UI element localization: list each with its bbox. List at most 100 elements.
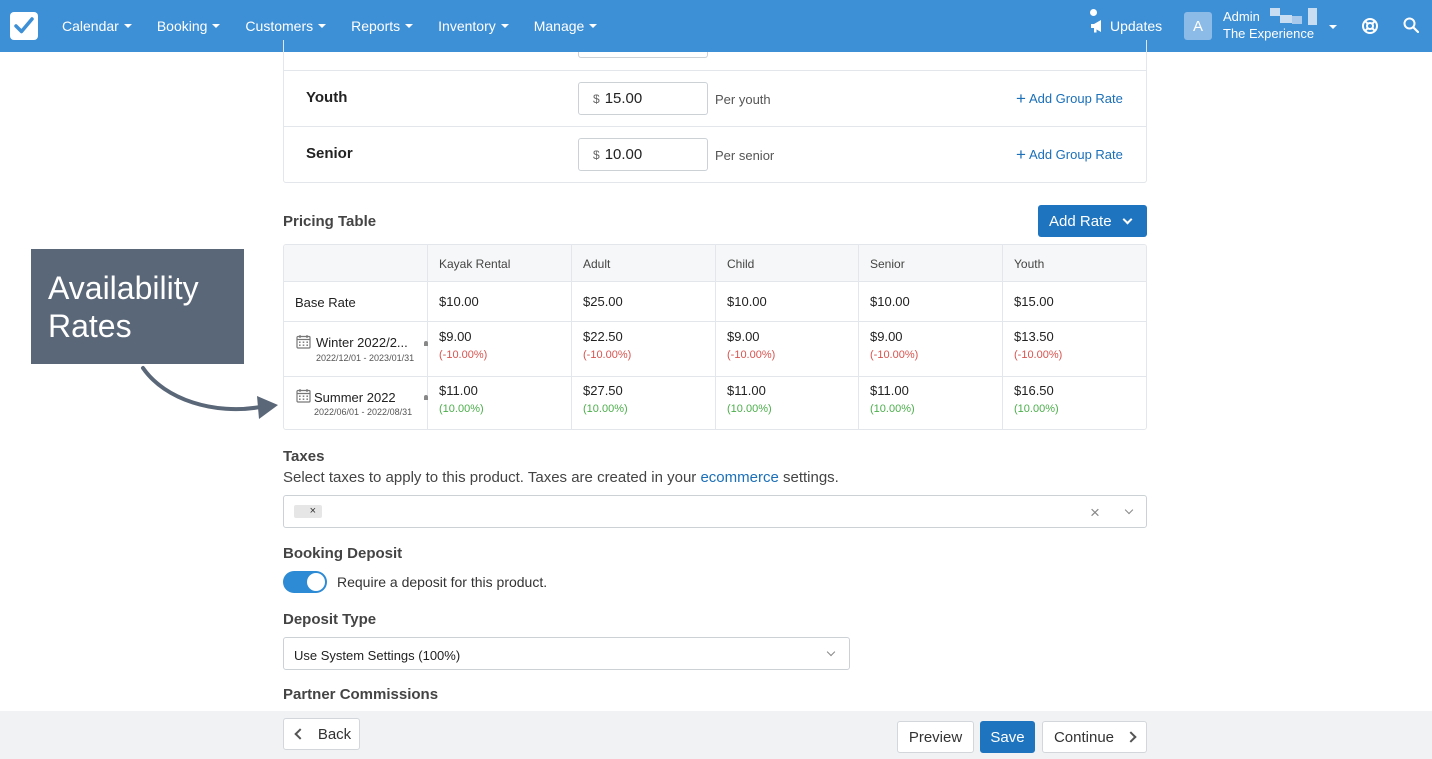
rate-name: Youth — [306, 89, 348, 106]
column-header-kayak-rental: Kayak Rental — [439, 257, 511, 271]
save-button[interactable]: Save — [980, 721, 1035, 753]
deposit-toggle-label: Require a deposit for this product. — [337, 574, 548, 590]
main-nav: Calendar Booking Customers Reports Inven… — [62, 18, 622, 34]
season-rate-cell: $11.00 — [727, 383, 766, 398]
currency-symbol: $ — [593, 91, 600, 106]
user-role: Admin — [1223, 9, 1260, 24]
continue-button[interactable]: Continue — [1042, 721, 1147, 753]
season-rate-cell: $16.50 — [1014, 383, 1054, 398]
deposit-toggle[interactable] — [283, 571, 327, 593]
ecommerce-link[interactable]: ecommerce — [700, 469, 779, 486]
per-unit-label: Per senior — [715, 148, 775, 163]
percent-change: (-10.00%) — [1014, 349, 1063, 361]
nav-reports[interactable]: Reports — [351, 18, 414, 34]
caret-down-icon — [405, 24, 414, 28]
base-rate-cell: $25.00 — [583, 294, 623, 309]
add-group-rate-link[interactable]: + Add Group Rate — [1016, 144, 1123, 164]
nav-customers[interactable]: Customers — [245, 18, 327, 34]
caret-down-icon — [212, 24, 221, 28]
calendar-icon — [296, 389, 311, 403]
updates-button[interactable]: Updates — [1090, 0, 1162, 52]
deposit-type-select[interactable]: Use System Settings (100%) — [283, 637, 850, 670]
redacted-username — [1270, 8, 1318, 26]
base-rate-cell: $10.00 — [727, 294, 767, 309]
user-menu[interactable]: Admin The Experience — [1223, 8, 1314, 42]
season-rate-cell: $22.50 — [583, 329, 623, 344]
tag-remove-icon[interactable]: × — [309, 505, 316, 517]
nav-inventory[interactable]: Inventory — [438, 18, 509, 34]
price-value: 15.00 — [604, 90, 643, 107]
percent-change: (-10.00%) — [727, 349, 776, 361]
search-icon[interactable] — [1403, 17, 1419, 33]
notification-dot-icon — [1090, 9, 1097, 16]
nav-calendar[interactable]: Calendar — [62, 18, 132, 34]
base-rate-cell: $10.00 — [870, 294, 910, 309]
previous-rate-input[interactable] — [578, 52, 708, 58]
chevron-right-icon — [1125, 731, 1137, 743]
taxes-description: Select taxes to apply to this product. T… — [283, 469, 839, 486]
base-rate-label: Base Rate — [295, 295, 356, 310]
company-name: The Experience — [1223, 26, 1315, 41]
caret-down-icon — [500, 24, 509, 28]
nav-booking[interactable]: Booking — [157, 18, 221, 34]
base-rate-cell: $15.00 — [1014, 294, 1054, 309]
youth-price-input[interactable]: $ 15.00 — [578, 82, 708, 115]
percent-change: (-10.00%) — [870, 349, 919, 361]
base-rate-cell: $10.00 — [439, 294, 479, 309]
rate-name: Senior — [306, 145, 353, 162]
chevron-down-icon — [826, 647, 836, 657]
season-rate-cell: $27.50 — [583, 383, 623, 398]
column-header-senior: Senior — [870, 257, 905, 271]
taxes-title: Taxes — [283, 448, 325, 465]
user-caret-icon[interactable] — [1329, 25, 1337, 29]
percent-change: (-10.00%) — [439, 349, 488, 361]
help-lifebuoy-icon[interactable] — [1361, 17, 1379, 35]
avatar[interactable]: A — [1184, 12, 1212, 40]
senior-price-input[interactable]: $ 10.00 — [578, 138, 708, 171]
availability-rates-callout: Availability Rates — [31, 249, 244, 364]
season-rate-cell: $11.00 — [870, 383, 909, 398]
rate-row-youth: Youth $ 15.00 Per youth + Add Group Rate — [284, 70, 1146, 126]
season-date-range: 2022/06/01 - 2022/08/31 — [314, 407, 413, 417]
column-header-youth: Youth — [1014, 257, 1045, 271]
nav-manage[interactable]: Manage — [534, 18, 598, 34]
price-value: 10.00 — [604, 146, 643, 163]
caret-down-icon — [589, 24, 598, 28]
checkmark-logo-icon[interactable] — [10, 12, 38, 40]
add-rate-button[interactable]: Add Rate — [1038, 205, 1147, 237]
tax-tag: × — [294, 505, 322, 518]
chevron-down-icon[interactable] — [1124, 505, 1134, 515]
caret-down-icon — [123, 24, 132, 28]
season-name-link[interactable]: Winter 2022/2... — [316, 335, 408, 350]
back-button[interactable]: Back — [283, 718, 360, 750]
pricing-table-title: Pricing Table — [283, 213, 377, 230]
season-rate-cell: $9.00 — [727, 329, 760, 344]
season-name-link[interactable]: Summer 2022 — [314, 390, 396, 405]
lock-icon — [424, 341, 428, 346]
caret-down-icon — [318, 24, 327, 28]
percent-change: (10.00%) — [727, 403, 772, 415]
toggle-knob — [307, 573, 325, 591]
season-rate-cell: $11.00 — [439, 383, 478, 398]
preview-button[interactable]: Preview — [897, 721, 974, 753]
season-rate-cell: $13.50 — [1014, 329, 1054, 344]
percent-change: (10.00%) — [870, 403, 915, 415]
season-rate-cell: $9.00 — [870, 329, 903, 344]
percent-change: (10.00%) — [1014, 403, 1059, 415]
column-header-child: Child — [727, 257, 755, 271]
season-rate-cell: $9.00 — [439, 329, 472, 344]
taxes-multiselect[interactable]: × × — [283, 495, 1147, 528]
season-date-range: 2022/12/01 - 2023/01/31 — [316, 353, 415, 363]
clear-selection-icon[interactable]: × — [1090, 503, 1100, 522]
column-header-adult: Adult — [583, 257, 611, 271]
lock-icon — [424, 395, 428, 400]
pricing-table: Kayak Rental Adult Child Senior Youth Ba… — [283, 244, 1147, 430]
plus-icon: + — [1016, 144, 1026, 164]
add-group-rate-link[interactable]: + Add Group Rate — [1016, 88, 1123, 108]
plus-icon: + — [1016, 88, 1026, 108]
ticket-rates-card: Youth $ 15.00 Per youth + Add Group Rate … — [283, 40, 1147, 183]
deposit-type-title: Deposit Type — [283, 611, 377, 628]
chevron-left-icon — [294, 728, 306, 740]
calendar-icon — [296, 335, 311, 349]
currency-symbol: $ — [593, 147, 600, 162]
